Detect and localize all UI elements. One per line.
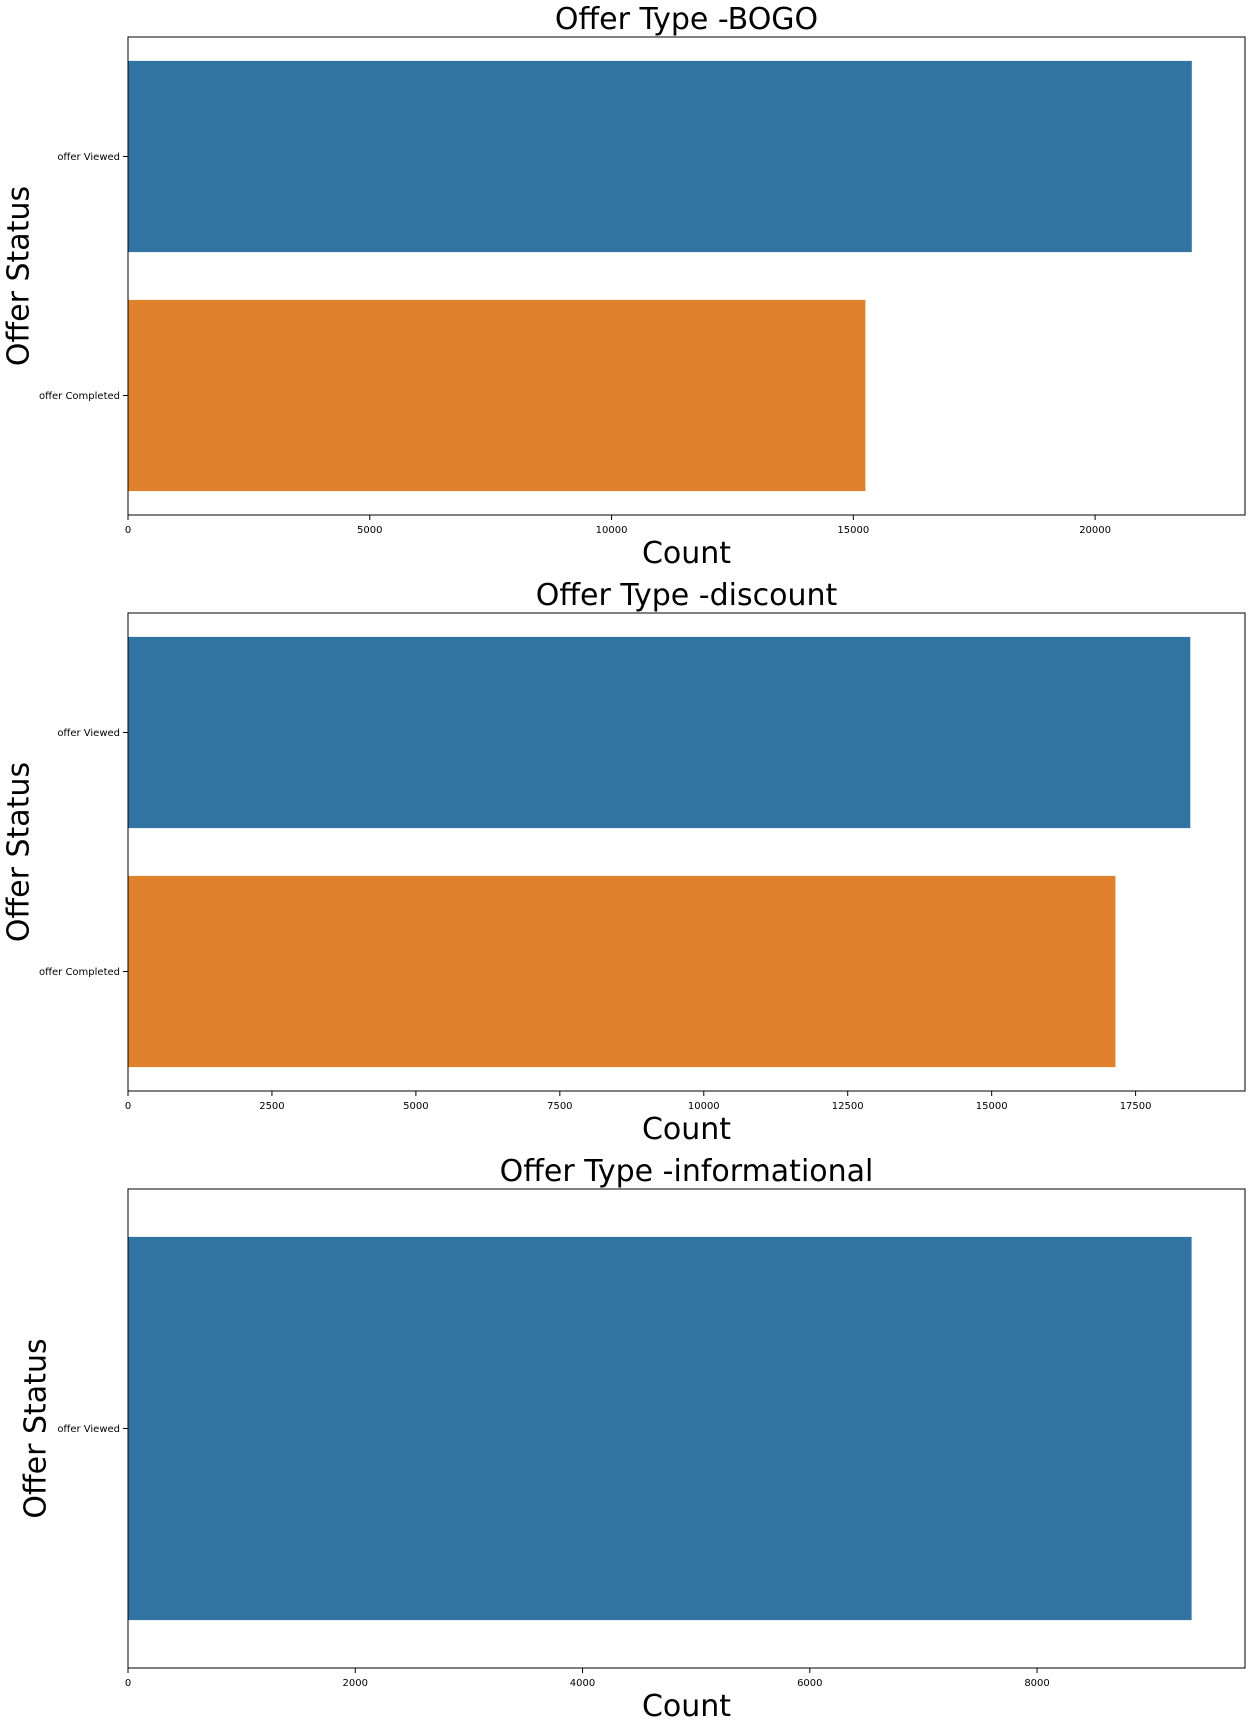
bar-offer-completed — [128, 299, 866, 492]
y-axis-label: Offer Status — [2, 186, 37, 366]
y-tick-label: offer Completed — [39, 967, 120, 978]
bar-offer-viewed — [128, 60, 1192, 253]
x-axis-label: Count — [642, 1112, 731, 1147]
x-tick-label: 0 — [125, 1678, 131, 1689]
y-tick-label: offer Viewed — [57, 1424, 120, 1435]
chart-title: Offer Type -informational — [500, 1154, 874, 1189]
plot-frame — [127, 612, 1246, 1092]
x-tick-label: 5000 — [403, 1101, 428, 1112]
x-tick-label: 10000 — [596, 525, 628, 536]
y-tick-label: offer Completed — [39, 391, 120, 402]
x-tick-label: 2500 — [259, 1101, 284, 1112]
bar-offer-completed — [128, 875, 1116, 1068]
bar-offer-viewed — [128, 1236, 1192, 1621]
x-tick-label: 15000 — [837, 525, 869, 536]
x-tick-label: 5000 — [357, 525, 382, 536]
x-tick-label: 17500 — [1120, 1101, 1152, 1112]
x-tick-label: 6000 — [797, 1678, 822, 1689]
x-tick-label: 10000 — [688, 1101, 720, 1112]
x-tick-label: 7500 — [547, 1101, 572, 1112]
x-tick-label: 15000 — [976, 1101, 1008, 1112]
chart-title: Offer Type -BOGO — [555, 2, 818, 37]
x-tick-label: 2000 — [343, 1678, 368, 1689]
y-axis-label: Offer Status — [19, 1338, 54, 1518]
x-tick-label: 0 — [125, 1101, 131, 1112]
chart-panel-3: Offer Type -informational offer Viewed 0 20… — [19, 1154, 1246, 1724]
y-axis-label: Offer Status — [2, 762, 37, 942]
x-axis-label: Count — [642, 1689, 731, 1724]
x-tick-label: 20000 — [1079, 525, 1111, 536]
plot-frame — [127, 1188, 1246, 1669]
chart-panel-2: Offer Type -discount offer Viewed offer Co… — [2, 578, 1246, 1147]
bar-offer-viewed — [128, 636, 1191, 829]
x-tick-label: 4000 — [570, 1678, 595, 1689]
x-tick-label: 0 — [125, 525, 131, 536]
plot-frame — [127, 36, 1246, 516]
x-tick-label: 8000 — [1024, 1678, 1049, 1689]
chart-panel-1: Offer Type -BOGO offer Viewed offer Comple… — [2, 2, 1246, 571]
x-tick-label: 12500 — [832, 1101, 864, 1112]
x-axis-label: Count — [642, 536, 731, 571]
y-tick-label: offer Viewed — [57, 728, 120, 739]
chart-title: Offer Type -discount — [536, 578, 838, 613]
y-tick-label: offer Viewed — [57, 152, 120, 163]
